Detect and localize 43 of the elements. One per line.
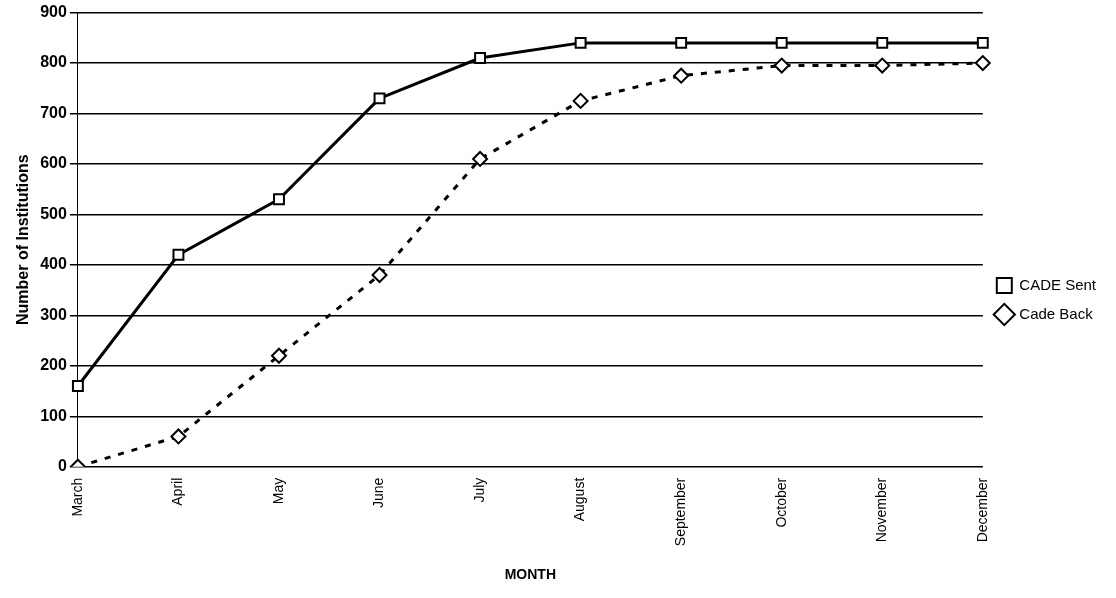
point: [976, 36, 989, 49]
y-tick-label: 300: [40, 305, 67, 323]
y-tick-label: 700: [40, 103, 67, 121]
point: [170, 428, 187, 445]
x-tick-label: April: [169, 477, 186, 506]
point: [472, 150, 489, 167]
y-tick-label: 500: [40, 204, 67, 222]
point: [775, 36, 788, 49]
legend-label: Cade Back: [1019, 304, 1094, 322]
y-tick-label: 800: [40, 53, 67, 71]
point: [974, 55, 991, 72]
x-tick-label: March: [68, 477, 85, 517]
point: [773, 57, 790, 74]
point: [270, 347, 287, 364]
x-tick-label: June: [370, 477, 387, 509]
point: [874, 57, 891, 74]
legend-label: CADE Sent: [1019, 275, 1097, 293]
y-tick-label: 400: [40, 255, 67, 273]
point: [572, 92, 589, 109]
y-axis-title: Number of Institutions: [14, 154, 32, 325]
x-tick-label: August: [571, 477, 588, 522]
y-tick-label: 200: [40, 356, 67, 374]
x-tick-label: December: [973, 477, 990, 543]
point: [172, 248, 185, 261]
point: [675, 36, 688, 49]
y-tick-label: 100: [40, 406, 67, 424]
point: [371, 266, 388, 283]
point: [273, 193, 285, 206]
point: [673, 67, 690, 84]
x-tick-label: September: [672, 477, 689, 547]
point: [71, 380, 84, 392]
point: [574, 36, 587, 49]
y-tick-label: 600: [40, 154, 67, 172]
x-tick-label: November: [873, 477, 890, 543]
x-tick-label: July: [470, 477, 487, 503]
x-tick-label: October: [772, 477, 789, 528]
point: [876, 36, 889, 49]
x-tick-label: May: [269, 477, 286, 505]
x-axis-title: MONTH: [504, 566, 557, 583]
y-tick-label: 0: [57, 457, 67, 475]
point: [474, 52, 487, 64]
y-tick-label: 900: [40, 3, 67, 21]
point: [373, 92, 386, 105]
